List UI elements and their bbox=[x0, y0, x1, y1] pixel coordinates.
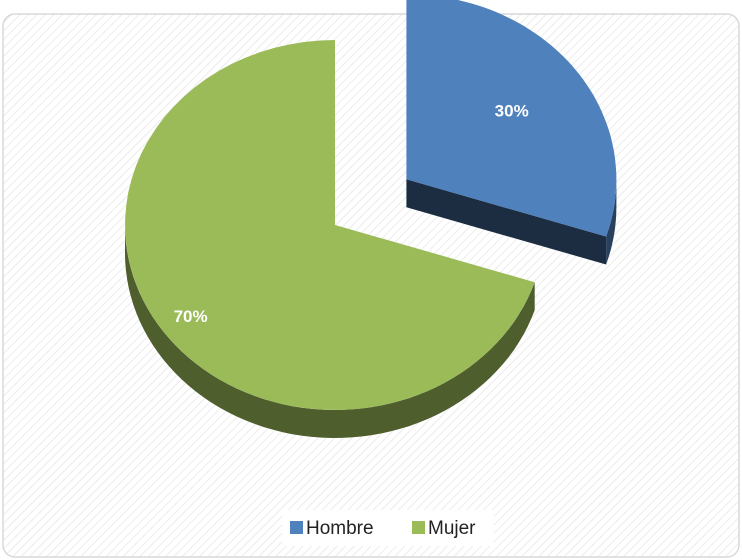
slice-side bbox=[125, 225, 535, 438]
legend-label: Hombre bbox=[306, 518, 374, 539]
slice-cut-face bbox=[406, 179, 607, 265]
slice bbox=[125, 40, 535, 410]
slice-side bbox=[606, 179, 617, 265]
legend-swatch bbox=[412, 521, 425, 534]
legend-box bbox=[282, 510, 494, 546]
slice bbox=[406, 0, 617, 237]
data-label: 30% bbox=[495, 101, 529, 120]
legend-swatch bbox=[290, 521, 303, 534]
data-label: 70% bbox=[174, 307, 208, 326]
legend-label: Mujer bbox=[428, 518, 476, 539]
